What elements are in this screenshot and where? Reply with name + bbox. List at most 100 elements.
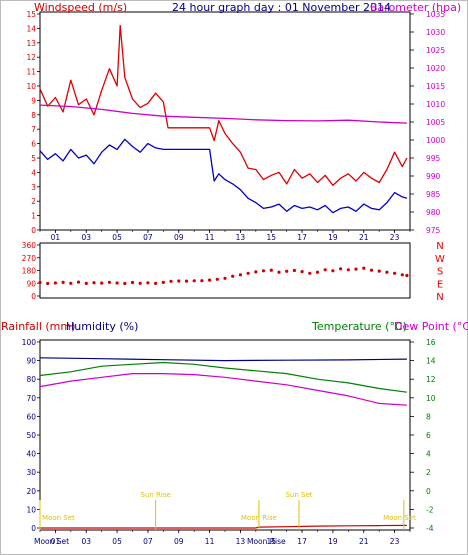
temperature-tick: 14 [426, 357, 436, 366]
series-line-humidity [39, 357, 407, 362]
direction-point [377, 269, 381, 273]
bottom-moon-rise-label: Moon Rise [247, 537, 286, 546]
compass-label: E [437, 279, 443, 290]
windspeed-tick: 3 [31, 183, 36, 192]
hour-tick-bottom: 01 [51, 537, 61, 546]
direction-point [231, 274, 235, 278]
barometer-tick: 995 [426, 154, 441, 163]
humidity-tick: 30 [26, 468, 36, 477]
event-label: Moon Rise [241, 514, 277, 522]
hour-tick-labels-bottom: 01 03 05 07 09 11 13 15 17 19 21 23 Moon Set Moon Ris… [34, 530, 411, 546]
hour-tick: 15 [266, 233, 276, 242]
windspeed-tick: 4 [31, 168, 36, 177]
direction-point [223, 276, 227, 280]
hour-tick: 09 [174, 233, 184, 242]
panel3-box [39, 339, 411, 531]
direction-point [138, 281, 142, 285]
barometer-tick: 1035 [426, 10, 445, 19]
direction-point [84, 281, 88, 285]
hour-tick-bottom: 19 [328, 537, 338, 546]
direction-point [184, 279, 189, 283]
direction-point [385, 270, 389, 274]
temperature-tick: 16 [426, 338, 436, 347]
event-label: Sun Rise [140, 491, 170, 499]
direction-point [100, 281, 104, 285]
direction-point [315, 270, 320, 274]
direction-point [92, 281, 96, 285]
direction-point [38, 280, 42, 285]
hour-tick-bottom: 17 [297, 537, 307, 546]
direction-point [208, 278, 212, 282]
temperature-tick: -2 [426, 505, 434, 514]
direction-point [277, 270, 281, 274]
windspeed-tick: 5 [31, 154, 36, 163]
hour-tick-bottom: 05 [112, 537, 122, 546]
panel1-box [39, 11, 411, 231]
direction-point [61, 280, 65, 284]
windspeed-tick: 0 [31, 226, 36, 235]
event-label: Sun Set [285, 491, 312, 499]
direction-point [339, 267, 343, 271]
temp-humidity-series [39, 357, 407, 529]
temperature-tick: 6 [426, 431, 431, 440]
hour-tick-bottom: 09 [174, 537, 184, 546]
direction-point [215, 277, 219, 281]
direction-point [346, 268, 350, 272]
barometer-tick: 980 [426, 208, 441, 217]
series-line-dewpoint [39, 373, 407, 406]
windspeed-tick: 14 [26, 24, 36, 33]
graph-date-title: 24 hour graph day : 01 November 2014 [172, 1, 391, 14]
hour-tick-bottom: 21 [359, 537, 369, 546]
hour-tick-bottom: 23 [390, 537, 400, 546]
hour-tick-bottom: 13 [236, 537, 246, 546]
humidity-tick: 80 [26, 375, 36, 384]
direction-point [238, 273, 242, 277]
panel-temp-humidity: Rainfall (mm) Humidity (%) Temperature (… [1, 320, 468, 546]
direction-point [53, 281, 58, 285]
series-line-windspeed-average [39, 138, 408, 214]
series-line-windspeed [39, 24, 408, 187]
windspeed-tick: 2 [31, 197, 36, 206]
humidity-tick: 70 [26, 394, 36, 403]
direction-tick: 180 [22, 267, 37, 276]
direction-point [107, 280, 111, 284]
direction-series [38, 266, 409, 286]
direction-tick: 270 [22, 254, 37, 263]
direction-tick: 90 [26, 279, 36, 288]
windspeed-tick: 12 [26, 53, 36, 62]
windspeed-tick: 9 [31, 96, 36, 105]
event-label: Moon Set [383, 514, 416, 522]
humidity-tick: 90 [26, 357, 36, 366]
humidity-tick: 40 [26, 450, 36, 459]
direction-point [146, 281, 150, 285]
direction-point [123, 281, 127, 286]
windspeed-tick: 15 [26, 10, 36, 19]
windspeed-tick: 7 [31, 125, 36, 134]
sun-moon-events: Moon Set Sun Rise Moon Rise Sun Set Moon Set [39, 491, 416, 530]
barometer-tick: 1000 [426, 136, 445, 145]
direction-point [405, 273, 409, 278]
direction-point [331, 269, 335, 273]
direction-point [76, 280, 81, 284]
hour-tick-bottom: 07 [143, 537, 153, 546]
compass-label: W [435, 254, 445, 265]
temperature-tick: 10 [426, 394, 436, 403]
barometer-tick: 1005 [426, 118, 445, 127]
temperature-tick-labels: 16 14 12 10 8 6 4 2 0 -2 -4 [410, 338, 436, 533]
direction-point [269, 268, 273, 272]
compass-label: N [436, 292, 443, 303]
hour-tick-bottom: 15 [266, 537, 276, 546]
barometer-tick: 1015 [426, 82, 445, 91]
direction-point [354, 267, 358, 271]
windspeed-tick: 6 [31, 140, 36, 149]
hour-tick-labels: 01 03 05 07 09 11 13 15 17 19 21 23 [39, 230, 411, 242]
windspeed-tick: 1 [31, 212, 36, 221]
barometer-tick: 990 [426, 172, 441, 181]
temperature-tick: 0 [426, 487, 431, 496]
direction-point [285, 269, 289, 273]
barometer-tick: 1025 [426, 46, 445, 55]
